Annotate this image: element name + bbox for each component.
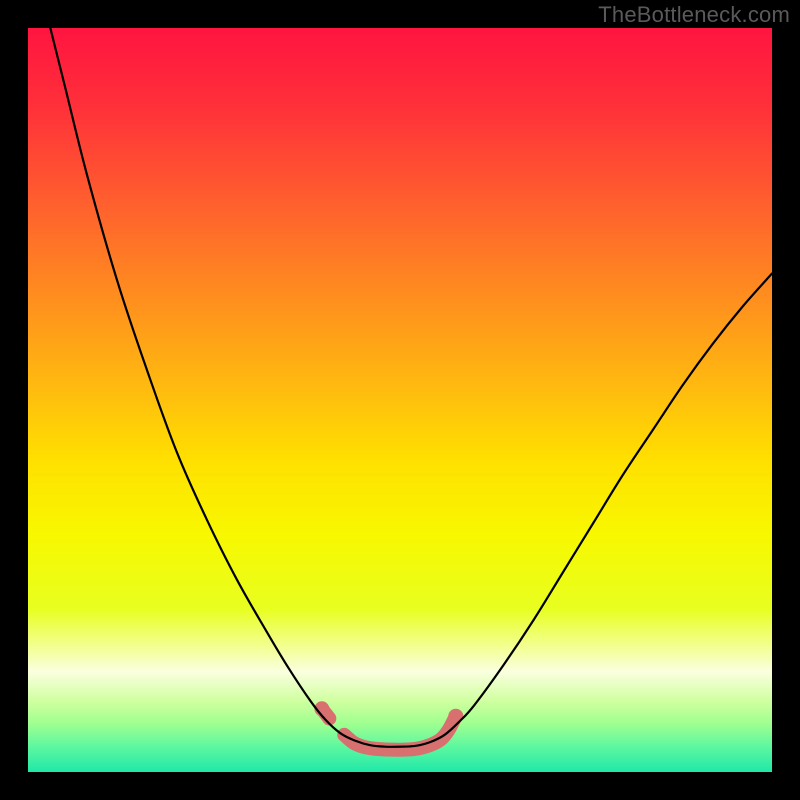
chart-frame: TheBottleneck.com	[0, 0, 800, 800]
curve-right	[400, 274, 772, 747]
plot-svg	[28, 28, 772, 772]
curve-left	[50, 28, 400, 747]
highlight-segment	[344, 716, 456, 750]
highlight-dot	[448, 709, 463, 724]
plot-area	[28, 28, 772, 772]
watermark-text: TheBottleneck.com	[598, 2, 790, 28]
